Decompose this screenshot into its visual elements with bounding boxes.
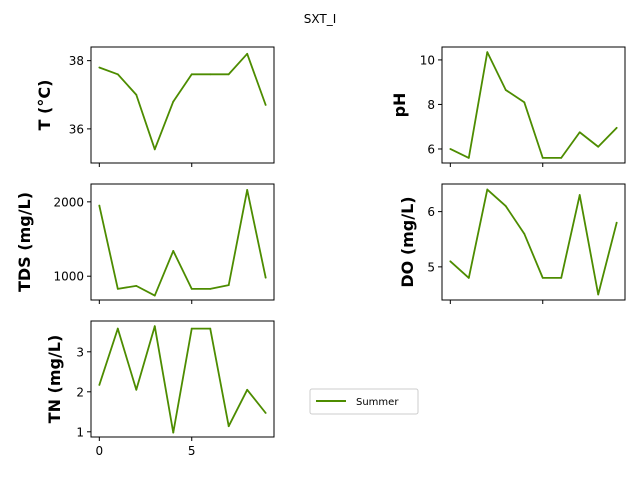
- data-point: [467, 156, 470, 159]
- subplot-4: 5 6 DO (mg/L): [398, 183, 626, 304]
- subplot-5: 1 2 3 0 5 TN (mg/L): [45, 320, 275, 458]
- data-point: [560, 156, 563, 159]
- data-point: [246, 189, 249, 191]
- series-line-summer: [449, 188, 618, 296]
- series-line-summer: [98, 189, 267, 297]
- data-point: [227, 73, 230, 76]
- data-point: [135, 388, 138, 391]
- data-point: [246, 388, 249, 391]
- y-tick-label: 5: [427, 260, 435, 274]
- data-point: [227, 284, 230, 287]
- series-line-summer: [99, 52, 267, 151]
- data-point: [116, 73, 119, 76]
- series-line-summer: [449, 51, 618, 159]
- data-point: [523, 232, 526, 235]
- data-point: [209, 327, 212, 330]
- data-point: [209, 287, 212, 290]
- data-point: [153, 294, 156, 297]
- data-point: [209, 73, 212, 76]
- data-point: [264, 104, 267, 106]
- series-line-summer: [98, 325, 267, 434]
- y-tick-label: 10: [420, 53, 435, 67]
- data-point: [578, 131, 581, 134]
- y-tick-label: 1: [76, 425, 84, 439]
- y-axis-label: pH: [390, 93, 409, 118]
- data-point: [227, 425, 230, 428]
- data-point: [264, 276, 267, 279]
- x-tick-label: 5: [188, 444, 196, 458]
- data-point: [116, 287, 119, 290]
- axes-frame: [90, 320, 275, 438]
- data-point: [486, 51, 489, 54]
- data-point: [615, 126, 618, 129]
- data-point: [615, 221, 618, 224]
- subplot-1: 36 38 T (°C): [35, 46, 275, 167]
- figure-title: SXT_I: [304, 12, 337, 26]
- data-point: [541, 277, 544, 279]
- data-point: [578, 194, 581, 196]
- axes-frame: [90, 46, 275, 164]
- y-axis-label: TN (mg/L): [45, 335, 64, 424]
- y-tick-label: 3: [76, 345, 84, 359]
- data-point: [172, 431, 175, 434]
- legend-box: [309, 388, 419, 415]
- y-tick-label: 8: [427, 98, 435, 112]
- data-point: [116, 327, 119, 330]
- data-point: [486, 188, 489, 191]
- data-point: [504, 89, 507, 91]
- data-point: [190, 327, 193, 330]
- y-tick-label: 6: [427, 142, 435, 156]
- legend: Summer: [309, 388, 419, 415]
- data-point: [135, 93, 138, 96]
- subplot-2: 6 8 10 pH: [390, 46, 626, 167]
- y-tick-label: 36: [69, 122, 84, 136]
- y-tick-label: 38: [69, 54, 84, 68]
- data-point: [98, 384, 101, 386]
- data-point: [135, 284, 138, 287]
- data-point: [153, 325, 156, 328]
- y-tick-label: 2: [76, 385, 84, 399]
- axes-frame: [441, 183, 626, 301]
- data-point: [449, 260, 452, 263]
- data-point: [597, 293, 600, 296]
- y-tick-label: 1000: [53, 270, 84, 284]
- data-point: [467, 277, 470, 279]
- y-axis-label: TDS (mg/L): [15, 192, 34, 292]
- y-axis-label: DO (mg/L): [398, 196, 417, 287]
- data-point: [523, 101, 526, 104]
- data-point: [98, 204, 101, 207]
- x-tick-label: 0: [95, 444, 103, 458]
- axes-frame: [441, 46, 626, 164]
- data-point: [172, 100, 175, 103]
- y-tick-label: 2000: [53, 195, 84, 209]
- data-point: [172, 250, 175, 252]
- data-point: [264, 412, 267, 414]
- legend-label-summer: Summer: [356, 397, 399, 408]
- data-point: [504, 205, 507, 207]
- data-point: [190, 73, 193, 76]
- data-point: [153, 148, 156, 151]
- y-axis-label: T (°C): [35, 80, 54, 131]
- subplot-grid: 36 38 T (°C) 6 8 10 pH 1000 2000 TDS (mg/L) 5 6 DO (…: [15, 46, 626, 458]
- data-point: [541, 156, 544, 159]
- data-point: [98, 66, 101, 69]
- subplot-3: 1000 2000 TDS (mg/L): [15, 183, 275, 304]
- data-point: [560, 277, 563, 279]
- data-point: [190, 287, 193, 290]
- data-point: [246, 52, 249, 55]
- data-point: [449, 148, 452, 150]
- data-point: [597, 145, 600, 148]
- axes-frame: [90, 183, 275, 301]
- y-tick-label: 6: [427, 205, 435, 219]
